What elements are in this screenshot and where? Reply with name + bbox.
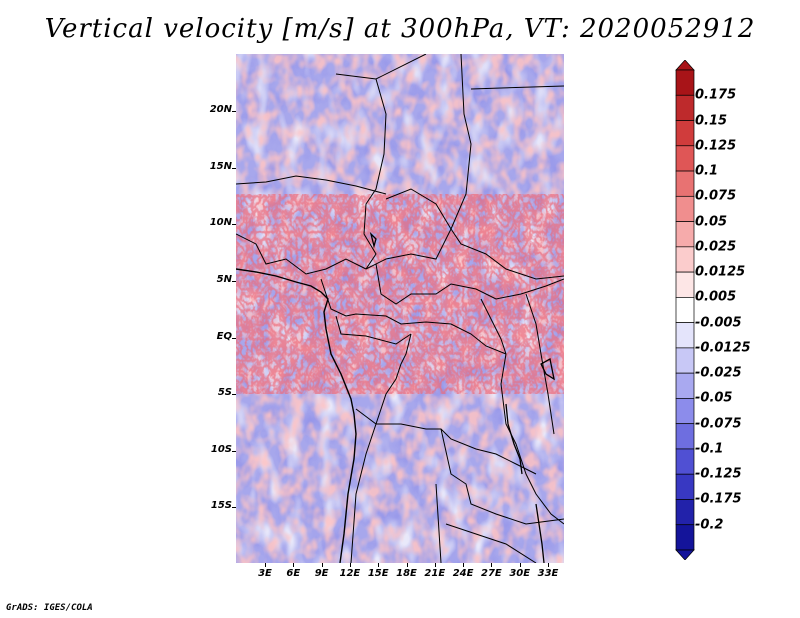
- colorbar-tick-label: 0.05: [695, 214, 728, 230]
- colorbar-band: [675, 170, 695, 197]
- coastline: [236, 268, 357, 563]
- lon-tick-mark: [519, 563, 521, 567]
- colorbar-tick-label: 0.0125: [695, 264, 746, 280]
- lon-tick-mark: [434, 563, 436, 567]
- lon-tick-label: 27E: [481, 568, 502, 579]
- lon-tick-mark: [265, 563, 266, 567]
- lon-tick-label: 21E: [424, 568, 446, 579]
- colorbar-tick-label: -0.125: [695, 466, 742, 482]
- grads-credit: GrADS: IGES/COLA: [6, 603, 93, 613]
- lon-tick-mark: [321, 563, 323, 567]
- colorbar-min-arrow: [675, 549, 695, 560]
- colorbar-band: [675, 473, 695, 500]
- map-panel[interactable]: [236, 54, 564, 563]
- lat-tick-label: 5N: [216, 274, 232, 285]
- colorbar-tick-label: -0.0125: [695, 340, 751, 356]
- colorbar-tick-label: -0.2: [695, 517, 724, 533]
- lon-tick-label: 9E: [314, 568, 329, 579]
- velocity-field: [236, 54, 564, 563]
- colorbar-tick-label: 0.125: [695, 138, 737, 154]
- colorbar-tick-label: 0.075: [695, 188, 737, 204]
- colorbar-band: [675, 372, 695, 399]
- lat-tick-mark: [232, 451, 236, 452]
- lon-tick-label: 33E: [537, 568, 559, 579]
- colorbar-tick-label: -0.005: [695, 315, 742, 331]
- colorbar-band: [675, 398, 695, 425]
- colorbar-band: [675, 195, 695, 222]
- lon-tick-mark: [463, 563, 465, 567]
- colorbar-tick-label: 0.1: [695, 163, 719, 179]
- colorbar: [675, 60, 695, 560]
- colorbar-band: [675, 322, 695, 349]
- colorbar-band: [675, 448, 695, 475]
- lon-tick-mark: [293, 563, 295, 567]
- colorbar-tick-label: -0.175: [695, 491, 742, 507]
- map-title: Vertical velocity [m/s] at 300hPa, VT: 2…: [44, 14, 756, 44]
- convective-band: [236, 194, 564, 394]
- colorbar-band: [675, 347, 695, 374]
- colorbar-max-arrow: [675, 60, 695, 71]
- colorbar-band: [675, 499, 695, 526]
- colorbar-band: [675, 120, 695, 147]
- lon-tick-mark: [406, 563, 408, 567]
- lon-tick-label: 15E: [367, 568, 389, 579]
- lon-tick-label: 18E: [396, 568, 417, 579]
- lat-tick-mark: [232, 338, 236, 339]
- lat-tick-mark: [232, 111, 236, 112]
- lon-tick-label: 3E: [258, 568, 272, 579]
- lat-tick-label: 15N: [209, 161, 232, 172]
- lat-tick-mark: [232, 168, 236, 169]
- colorbar-band: [675, 221, 695, 248]
- lon-tick-mark: [349, 563, 351, 567]
- colorbar-tick-label: -0.075: [695, 416, 742, 432]
- lat-tick-label: 10S: [210, 444, 232, 455]
- lat-tick-label: 10N: [209, 217, 232, 228]
- lat-tick-mark: [232, 394, 236, 395]
- lat-tick-label: 15S: [210, 500, 232, 511]
- lon-tick-mark: [548, 563, 549, 567]
- political-boundaries: [236, 54, 564, 563]
- colorbar-band: [675, 271, 695, 298]
- colorbar-tick-label: -0.1: [695, 441, 724, 457]
- colorbar-band: [675, 94, 695, 121]
- lat-tick-mark: [232, 281, 236, 282]
- colorbar-band: [675, 246, 695, 273]
- colorbar-band: [675, 69, 695, 96]
- colorbar-band: [675, 524, 695, 551]
- lon-tick-label: 12E: [339, 568, 361, 579]
- lat-tick-mark: [232, 224, 236, 225]
- lon-tick-mark: [378, 563, 380, 567]
- colorbar-tick-label: -0.025: [695, 365, 742, 381]
- lon-tick-label: 6E: [286, 568, 301, 579]
- colorbar-band: [675, 297, 695, 323]
- colorbar-tick-label: 0.15: [695, 113, 728, 129]
- lat-tick-label: 5S: [217, 387, 232, 398]
- lon-tick-label: 30E: [509, 568, 531, 579]
- lakes: [369, 231, 555, 563]
- colorbar-band: [675, 423, 695, 450]
- lat-tick-label: EQ: [216, 331, 232, 342]
- lon-tick-label: 24E: [452, 568, 474, 579]
- colorbar-tick-label: 0.175: [695, 87, 737, 103]
- lon-tick-mark: [491, 563, 493, 567]
- lat-tick-label: 20N: [209, 104, 232, 115]
- colorbar-tick-label: -0.05: [695, 390, 733, 406]
- colorbar-band: [675, 145, 695, 172]
- colorbar-tick-label: 0.025: [695, 239, 737, 255]
- lat-tick-mark: [232, 507, 236, 508]
- colorbar-tick-label: 0.005: [695, 289, 737, 305]
